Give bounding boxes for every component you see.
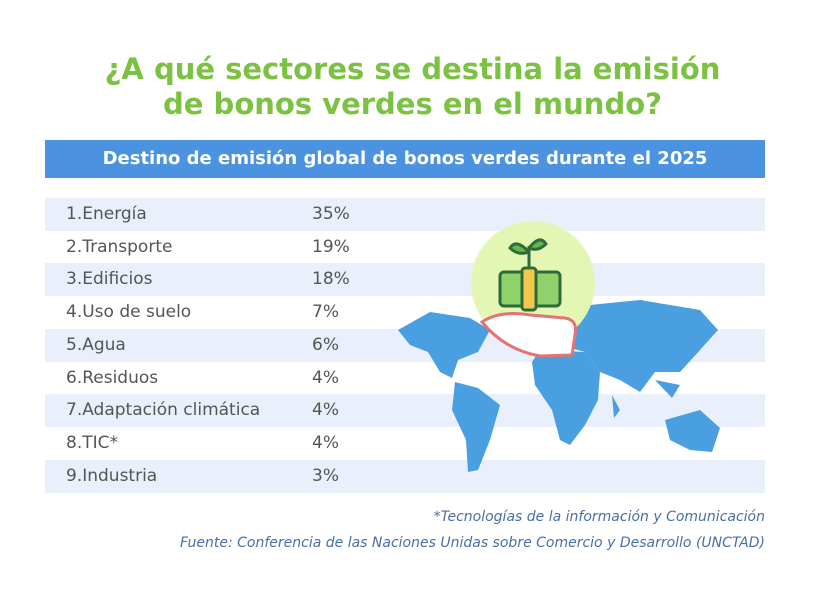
share: 35% bbox=[312, 204, 350, 224]
sector: 8.TIC* bbox=[66, 432, 118, 453]
sector: 2.Transporte bbox=[66, 236, 173, 257]
share: 4% bbox=[312, 367, 339, 388]
title-line: de bonos verdes en el mundo? bbox=[163, 87, 662, 121]
share: 18% bbox=[312, 269, 350, 290]
table-row: 4.Uso de suelo 7% bbox=[45, 296, 765, 329]
sector: 6.Residuos bbox=[66, 367, 159, 388]
source: Fuente: Conferencia de las Naciones Unid… bbox=[180, 535, 765, 551]
table-row: 7.Adaptación climática 4% bbox=[45, 394, 765, 428]
share: 7% bbox=[312, 302, 339, 323]
share: 19% bbox=[312, 236, 350, 257]
sector: 9.Industria bbox=[66, 465, 158, 486]
sector: 7.Adaptación climática bbox=[66, 400, 261, 421]
table-row: 5.Agua 6% bbox=[45, 328, 765, 362]
share: 4% bbox=[312, 400, 339, 421]
table-row: 9.Industria 3% bbox=[45, 459, 765, 493]
sector: 5.Agua bbox=[66, 334, 126, 355]
table-row: 6.Residuos 4% bbox=[45, 362, 765, 395]
table-caption: Destino de emisión global de bonos verde… bbox=[45, 140, 765, 178]
table-row: 2.Transporte 19% bbox=[45, 231, 765, 264]
sector: 3.Edificios bbox=[66, 269, 153, 290]
sector: 1.Energía bbox=[66, 204, 147, 224]
table-row: 1.Energía 35% bbox=[45, 198, 765, 231]
footnote: *Tecnologías de la información y Comunic… bbox=[433, 509, 765, 525]
table-row: 3.Edificios 18% bbox=[45, 263, 765, 297]
table-row: 8.TIC* 4% bbox=[45, 427, 765, 460]
share: 4% bbox=[312, 432, 339, 453]
sector: 4.Uso de suelo bbox=[66, 302, 192, 323]
title-line: ¿A qué sectores se destina la emisión bbox=[104, 52, 721, 86]
share: 6% bbox=[312, 334, 339, 355]
share: 3% bbox=[312, 465, 339, 486]
